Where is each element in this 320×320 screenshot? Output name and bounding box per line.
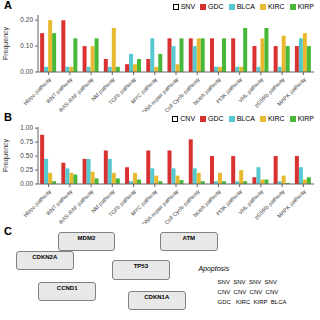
svg-text:Frequency: Frequency xyxy=(8,138,10,172)
svg-text:PI3K pathway: PI3K pathway xyxy=(214,188,244,217)
html-text:KIRP: KIRP xyxy=(297,3,314,10)
svg-text:TGFb pathway: TGFb pathway xyxy=(107,188,137,218)
svg-text:RAS-RAF pathway: RAS-RAF pathway xyxy=(58,188,95,224)
svg-text:1.00: 1.00 xyxy=(20,124,33,131)
svg-text:Hippo pathway: Hippo pathway xyxy=(22,76,53,107)
svg-text:WNT pathway: WNT pathway xyxy=(44,76,74,105)
html-text:CNV CNV CNV CNV: CNV CNV CNV CNV xyxy=(217,289,279,295)
html-text:KIRP: KIRP xyxy=(297,115,314,122)
svg-text:p53/Rb pathway: p53/Rb pathway xyxy=(253,188,286,221)
html-text:SNV: SNV xyxy=(180,3,196,10)
html-text:A: A xyxy=(4,0,12,11)
svg-text:Hippo pathway: Hippo pathway xyxy=(22,188,53,219)
html-text:BLCA: BLCA xyxy=(236,115,255,122)
html-text:CCND1: CCND1 xyxy=(56,284,78,291)
html-text:BLCA: BLCA xyxy=(236,3,255,10)
svg-text:Frequency: Frequency xyxy=(8,26,10,60)
html-text:B: B xyxy=(4,111,12,123)
svg-text:Notch pathway: Notch pathway xyxy=(192,188,222,219)
svg-text:TGFb pathway: TGFb pathway xyxy=(107,76,137,106)
html-text:C: C xyxy=(4,225,12,237)
svg-text:0.20: 0.20 xyxy=(20,16,33,23)
html-text:MDM2: MDM2 xyxy=(77,234,96,241)
html-text:GDC: GDC xyxy=(208,115,224,122)
svg-text:MAPK pathway: MAPK pathway xyxy=(276,188,307,219)
svg-text:0.75: 0.75 xyxy=(20,138,33,145)
html-text:ATM: ATM xyxy=(182,234,196,241)
svg-text:p53/Rb pathway: p53/Rb pathway xyxy=(253,76,286,109)
svg-text:0.10: 0.10 xyxy=(20,42,33,49)
svg-text:VHL pathway: VHL pathway xyxy=(237,188,265,216)
svg-text:Nkf pathway: Nkf pathway xyxy=(90,76,116,102)
html-text:KIRC: KIRC xyxy=(267,3,285,10)
html-text:SNV SNV SNV SNV: SNV SNV SNV SNV xyxy=(217,279,277,286)
svg-text:RAS-RAF pathway: RAS-RAF pathway xyxy=(58,76,95,112)
svg-text:0.25: 0.25 xyxy=(20,166,33,173)
html-text:KIRC: KIRC xyxy=(267,115,285,122)
svg-text:Notch pathway: Notch pathway xyxy=(192,76,222,107)
html-text:GDC: GDC xyxy=(208,3,224,10)
html-text:CDKN2A: CDKN2A xyxy=(32,253,58,260)
svg-text:PI3K pathway: PI3K pathway xyxy=(214,76,244,105)
html-text:GDC KIRC KIRP BLCA: GDC KIRC KIRP BLCA xyxy=(217,298,287,305)
html-text:Apoptosis: Apoptosis xyxy=(198,265,230,272)
svg-text:VHL pathway: VHL pathway xyxy=(237,76,265,104)
svg-text:0.00: 0.00 xyxy=(20,180,33,187)
svg-text:MYC pathway: MYC pathway xyxy=(129,188,159,217)
svg-text:WNT pathway: WNT pathway xyxy=(44,188,74,217)
html-text:CNV: CNV xyxy=(180,115,196,122)
svg-text:0.00: 0.00 xyxy=(20,68,33,75)
svg-text:Nkf pathway: Nkf pathway xyxy=(90,188,116,214)
html-text:TP53: TP53 xyxy=(133,263,148,270)
svg-text:MAPK pathway: MAPK pathway xyxy=(276,76,307,107)
html-text:CDKN1A: CDKN1A xyxy=(144,294,170,301)
svg-text:MYC pathway: MYC pathway xyxy=(129,76,159,105)
svg-text:0.50: 0.50 xyxy=(20,152,33,159)
